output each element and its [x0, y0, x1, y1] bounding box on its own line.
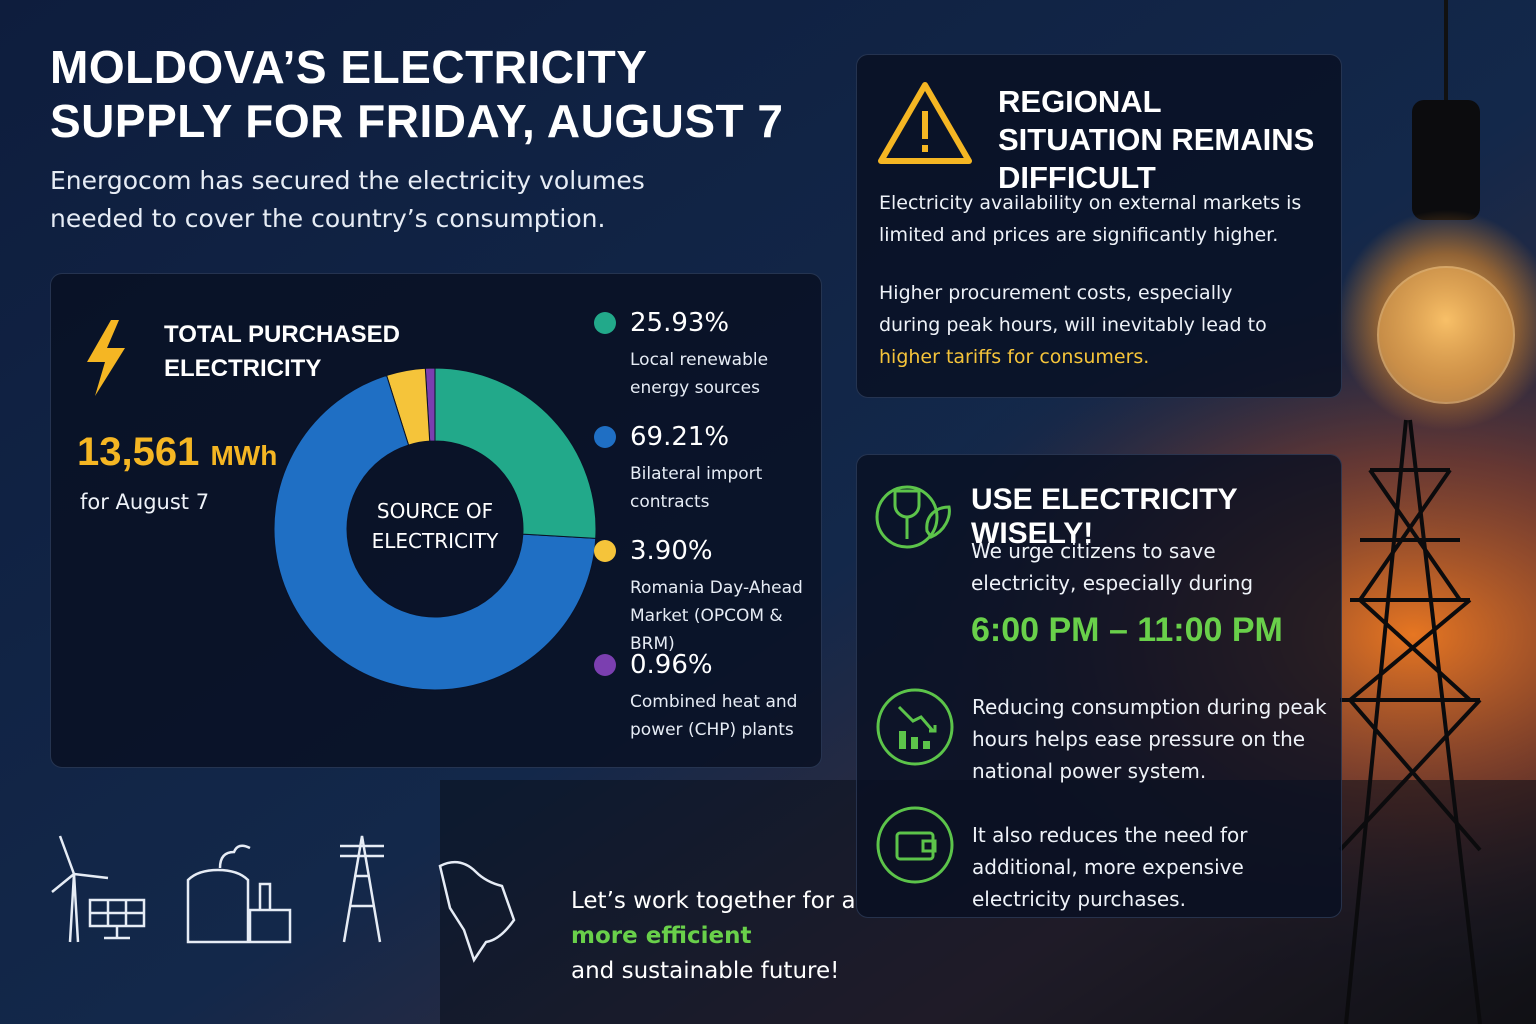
warning-icon — [878, 82, 972, 164]
regional-panel: REGIONAL SITUATION REMAINS DIFFICULT Ele… — [856, 54, 1342, 398]
total-note: for August 7 — [80, 490, 210, 514]
legend-swatch — [594, 654, 616, 676]
legend-label: Local renewable energy sources — [630, 350, 769, 398]
donut-center-line: SOURCE OF — [377, 499, 493, 523]
legend-label: Romania Day-Ahead Market (OPCOM & BRM) — [630, 578, 803, 654]
legend-value: 0.96% — [630, 650, 713, 680]
wise-title: USE ELECTRICITY WISELY! — [971, 483, 1238, 550]
subtitle: Energocom has secured the electricity vo… — [50, 166, 645, 233]
pylon — [1338, 419, 1482, 1024]
regional-p2-text: Higher procurement costs, especially dur… — [879, 282, 1267, 336]
legend-value: 69.21% — [630, 422, 730, 452]
total-label: TOTAL PURCHASED ELECTRICITY — [164, 321, 401, 382]
total-number: 13,561 — [77, 430, 200, 474]
tip-2: It also reduces the need for additional,… — [972, 823, 1248, 911]
total-value: 13,561 MWh — [77, 430, 277, 475]
legend-value: 3.90% — [630, 536, 713, 566]
legend-swatch — [594, 312, 616, 334]
legend-label: Bilateral import contracts — [630, 464, 763, 512]
regional-p2: Higher procurement costs, especially dur… — [879, 277, 1299, 373]
wise-text: We urge citizens to save electricity, es… — [971, 539, 1254, 595]
chart-panel: TOTAL PURCHASED ELECTRICITY 13,561 MWh f… — [50, 273, 822, 768]
footer-line3: and sustainable future! — [571, 958, 840, 984]
tip-1: Reducing consumption during peak hours h… — [972, 695, 1327, 783]
donut-chart: SOURCE OF ELECTRICITY — [273, 367, 597, 691]
donut-slice — [273, 374, 597, 691]
legend-label: Combined heat and power (CHP) plants — [630, 692, 798, 740]
regional-title: REGIONAL SITUATION REMAINS DIFFICULT — [998, 84, 1315, 195]
donut-center-line: ELECTRICITY — [372, 529, 499, 553]
regional-p1: Electricity availability on external mar… — [879, 192, 1302, 246]
footer: Let’s work together for a more efficient… — [571, 884, 856, 989]
legend-swatch — [594, 540, 616, 562]
wallet-icon — [876, 806, 954, 884]
donut-slice — [385, 367, 431, 446]
peak-time: 6:00 PM – 11:00 PM — [971, 611, 1283, 649]
footer-line1: Let’s work together for a — [571, 888, 856, 914]
chart-down-icon — [876, 688, 954, 766]
donut-center-label: SOURCE OF ELECTRICITY — [372, 499, 499, 553]
footer-highlight: more efficient — [571, 923, 752, 949]
title: MOLDOVA’S ELECTRICITY SUPPLY FOR FRIDAY,… — [50, 41, 784, 147]
bulb-socket — [1412, 100, 1480, 220]
total-unit: MWh — [210, 440, 278, 471]
bolt-icon — [87, 320, 125, 396]
legend-swatch — [594, 426, 616, 448]
wise-panel: USE ELECTRICITY WISELY! We urge citizens… — [856, 454, 1342, 918]
bulb — [1377, 266, 1515, 404]
donut-slice — [434, 367, 597, 539]
plug-leaf-icon — [875, 485, 951, 549]
regional-highlight: higher tariffs for consumers. — [879, 346, 1150, 368]
legend-value: 25.93% — [630, 308, 730, 338]
energy-icons — [51, 835, 516, 963]
